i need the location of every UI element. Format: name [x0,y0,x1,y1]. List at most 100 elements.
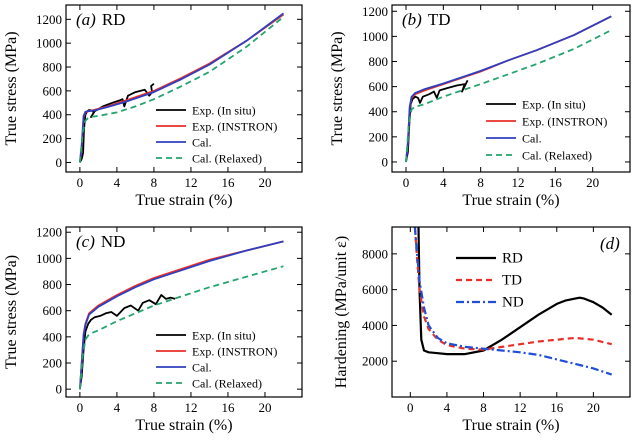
y-tick-label: 1000 [36,36,62,51]
y-axis-label: True stress (MPa) [329,31,346,145]
legend-label-rd: RD [502,251,523,267]
x-tick-label: 20 [586,175,599,190]
y-tick-label: 600 [369,79,389,94]
x-tick-label: 12 [184,175,197,190]
y-axis-label: Hardening (MPa/unit ε) [333,236,350,388]
y-tick-label: 0 [56,382,63,397]
legend-label-nd: ND [502,295,524,311]
x-tick-label: 4 [114,175,121,190]
y-tick-label: 800 [369,54,389,69]
legend-label-td: TD [502,273,522,289]
series-group [413,227,613,376]
x-tick-label: 12 [514,400,527,415]
y-tick-label: 400 [43,329,63,344]
legend-label-cal: Cal. [522,132,542,146]
series-line-exp_insitu [79,83,155,163]
legend-label-cal: Cal. [192,136,212,150]
panel-title: (a) RD [76,10,125,29]
y-tick-label: 600 [43,303,63,318]
panel-title-letter: (d) [600,234,620,253]
panel-title-letter: (c) [76,232,95,251]
x-tick-label: 4 [114,400,121,415]
y-axis-label: True stress (MPa) [3,31,20,145]
y-tick-label: 1000 [36,251,62,266]
x-tick-label: 12 [184,400,197,415]
panel-title-letter: (b) [402,10,422,29]
x-axis-label: True strain (%) [462,417,559,434]
series-line-cal [405,15,612,163]
legend: Exp. (In situ) Exp. (INSTRON) Cal. Cal. (Re… [486,98,607,163]
panel-title-text: TD [428,10,451,29]
y-tick-label: 800 [43,277,63,292]
series-line-exp_insitu [79,294,176,390]
x-tick-label: 16 [550,400,564,415]
y-tick-label: 200 [369,129,389,144]
series-line-cal [79,12,285,163]
legend-label-exp_insitu: Exp. (In situ) [192,329,256,343]
series-line-nd [413,227,613,376]
y-tick-label: 400 [369,104,389,119]
x-tick-label: 8 [151,400,158,415]
x-tick-label: 4 [444,400,451,415]
legend: Exp. (In situ) Exp. (INSTRON) Cal. Cal. (Re… [156,329,277,391]
axes-frame [65,4,303,173]
y-tick-label: 0 [382,154,389,169]
legend-label-exp_insitu: Exp. (In situ) [192,104,256,118]
x-tick-label: 12 [512,175,525,190]
y-tick-label: 8000 [362,246,388,261]
legend-label-cal_relaxed: Cal. (Relaxed) [192,152,262,166]
y-tick-label: 4000 [362,318,388,333]
series-group [405,15,612,163]
y-tick-label: 6000 [362,282,388,297]
panel-title-text: RD [102,10,126,29]
panel-title: (c) ND [76,232,125,251]
y-tick-label: 600 [43,83,63,98]
x-tick-label: 16 [221,400,235,415]
y-tick-label: 1000 [362,29,388,44]
panel-d: 0 4 8 12 16 20 2000 4000 6000 8000 True strain (%)… [333,226,631,434]
panel-title-letter: (a) [76,10,96,29]
y-tick-label: 1200 [36,225,62,240]
axes-frame [65,226,303,398]
y-tick-label: 200 [43,131,63,146]
x-tick-label: 0 [403,175,410,190]
y-tick-label: 1200 [362,4,388,19]
x-tick-label: 8 [477,175,484,190]
series-line-cal_relaxed [79,265,284,390]
series-line-exp_instron [405,15,612,163]
axes-frame [391,226,631,398]
x-tick-label: 20 [258,400,271,415]
y-tick-label: 200 [43,356,63,371]
x-axis-label: True strain (%) [135,417,232,434]
series-line-cal_relaxed [405,29,612,163]
legend-label-exp_insitu: Exp. (In situ) [522,98,586,112]
legend-label-exp_instron: Exp. (INSTRON) [192,345,277,359]
series-line-rd [417,227,613,356]
y-axis-label: True stress (MPa) [3,255,20,369]
panel-title-text: ND [101,232,126,251]
y-tick-label: 1200 [36,12,62,27]
legend: RD TD ND [456,251,524,311]
series-line-td [413,227,612,351]
x-tick-label: 8 [151,175,158,190]
y-tick-label: 400 [43,107,63,122]
y-tick-label: 800 [43,60,63,75]
series-line-cal [79,240,284,390]
legend-label-cal: Cal. [192,361,212,375]
x-tick-label: 20 [587,400,600,415]
series-group [79,12,285,163]
legend-label-exp_instron: Exp. (INSTRON) [192,120,277,134]
x-tick-label: 0 [407,400,414,415]
panel-title: (b) TD [402,10,451,29]
x-axis-label: True strain (%) [135,192,232,209]
legend-label-cal_relaxed: Cal. (Relaxed) [522,149,592,163]
legend: Exp. (In situ) Exp. (INSTRON) Cal. Cal. (Re… [156,104,277,166]
y-tick-label: 0 [56,155,63,170]
x-axis-label: True strain (%) [462,192,559,209]
x-tick-label: 0 [77,400,84,415]
x-tick-label: 4 [440,175,447,190]
